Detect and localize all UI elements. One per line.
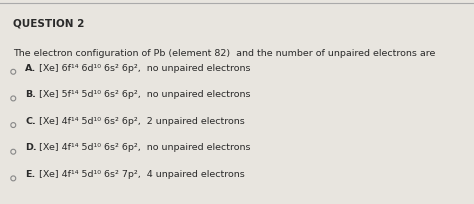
Text: B.: B. xyxy=(25,90,36,99)
Text: E.: E. xyxy=(25,169,36,178)
Text: [Xe] 4f¹⁴ 5d¹⁰ 6s² 6p²,  no unpaired electrons: [Xe] 4f¹⁴ 5d¹⁰ 6s² 6p², no unpaired elec… xyxy=(39,143,250,152)
Text: C.: C. xyxy=(25,116,36,125)
Text: QUESTION 2: QUESTION 2 xyxy=(13,18,85,28)
Text: [Xe] 6f¹⁴ 6d¹⁰ 6s² 6p²,  no unpaired electrons: [Xe] 6f¹⁴ 6d¹⁰ 6s² 6p², no unpaired elec… xyxy=(39,63,250,72)
Text: A.: A. xyxy=(25,63,36,72)
Text: [Xe] 4f¹⁴ 5d¹⁰ 6s² 7p²,  4 unpaired electrons: [Xe] 4f¹⁴ 5d¹⁰ 6s² 7p², 4 unpaired elect… xyxy=(39,169,245,178)
Text: [Xe] 5f¹⁴ 5d¹⁰ 6s² 6p²,  no unpaired electrons: [Xe] 5f¹⁴ 5d¹⁰ 6s² 6p², no unpaired elec… xyxy=(39,90,250,99)
Text: [Xe] 4f¹⁴ 5d¹⁰ 6s² 6p²,  2 unpaired electrons: [Xe] 4f¹⁴ 5d¹⁰ 6s² 6p², 2 unpaired elect… xyxy=(39,116,245,125)
Text: D.: D. xyxy=(25,143,37,152)
Text: The electron configuration of Pb (element 82)  and the number of unpaired electr: The electron configuration of Pb (elemen… xyxy=(13,49,436,58)
